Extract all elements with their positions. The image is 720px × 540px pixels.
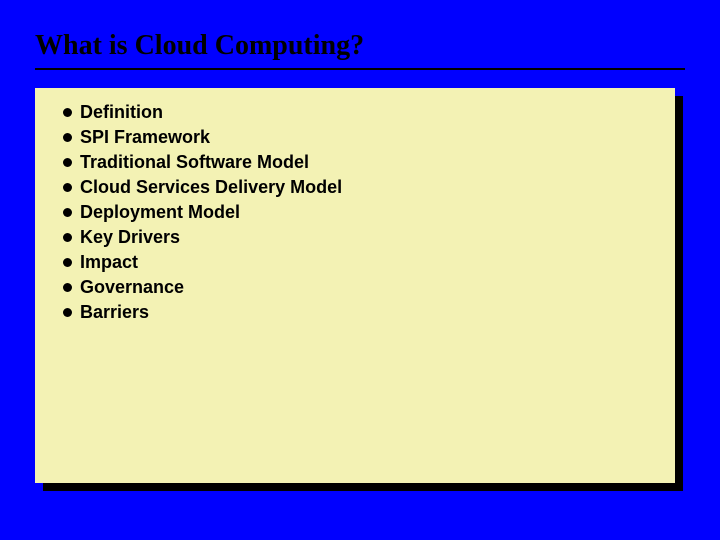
content-box: Definition SPI Framework Traditional Sof… [35, 88, 675, 483]
bullet-icon [63, 233, 72, 242]
list-item: Barriers [63, 302, 647, 323]
bullet-text: SPI Framework [80, 127, 210, 148]
bullet-text: Traditional Software Model [80, 152, 309, 173]
bullet-icon [63, 158, 72, 167]
list-item: Definition [63, 102, 647, 123]
bullet-list: Definition SPI Framework Traditional Sof… [63, 102, 647, 323]
list-item: Key Drivers [63, 227, 647, 248]
bullet-icon [63, 308, 72, 317]
list-item: SPI Framework [63, 127, 647, 148]
bullet-text: Impact [80, 252, 138, 273]
bullet-text: Barriers [80, 302, 149, 323]
list-item: Impact [63, 252, 647, 273]
list-item: Traditional Software Model [63, 152, 647, 173]
slide-container: What is Cloud Computing? Definition SPI … [0, 0, 720, 540]
bullet-text: Key Drivers [80, 227, 180, 248]
title-underline [35, 68, 685, 70]
bullet-icon [63, 108, 72, 117]
bullet-text: Cloud Services Delivery Model [80, 177, 342, 198]
list-item: Governance [63, 277, 647, 298]
bullet-icon [63, 208, 72, 217]
content-wrapper: Definition SPI Framework Traditional Sof… [35, 88, 675, 483]
bullet-text: Definition [80, 102, 163, 123]
slide-title: What is Cloud Computing? [35, 30, 685, 62]
list-item: Deployment Model [63, 202, 647, 223]
bullet-icon [63, 183, 72, 192]
list-item: Cloud Services Delivery Model [63, 177, 647, 198]
bullet-icon [63, 283, 72, 292]
bullet-icon [63, 133, 72, 142]
bullet-text: Deployment Model [80, 202, 240, 223]
bullet-text: Governance [80, 277, 184, 298]
bullet-icon [63, 258, 72, 267]
